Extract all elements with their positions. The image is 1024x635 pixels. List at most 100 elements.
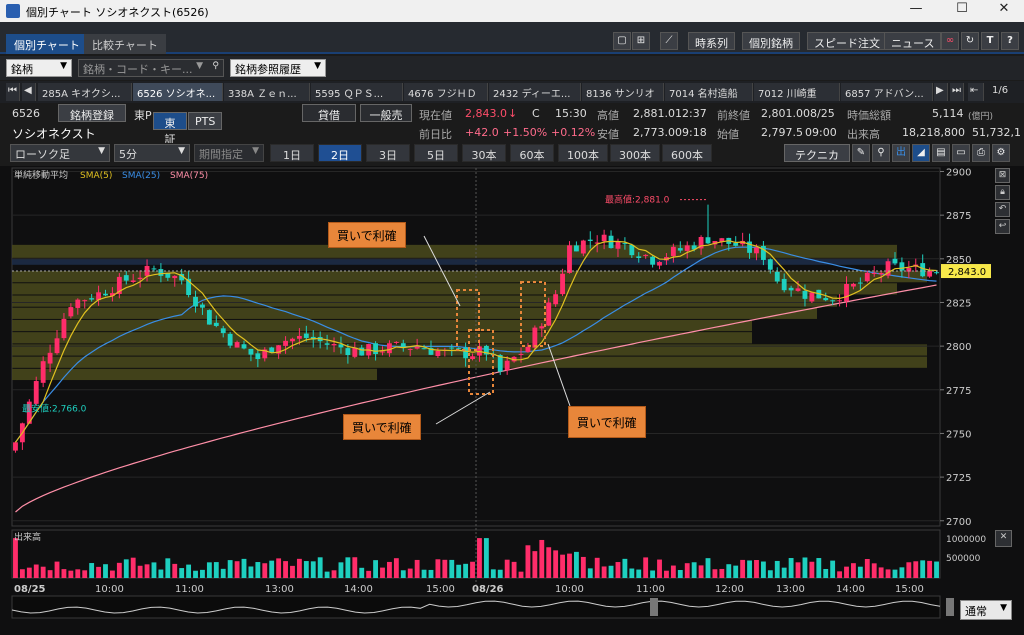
search-type-select[interactable]: 銘柄 ▼ [6, 59, 72, 77]
stock-tab[interactable]: 4676 フジＨＤ [404, 83, 488, 101]
period-button[interactable]: 3日 [366, 144, 410, 162]
volume-mode-select[interactable]: 通常 ▼ [960, 600, 1012, 620]
print-icon[interactable]: ⎙ [972, 144, 990, 162]
low-time: 09:18 [675, 126, 707, 139]
volume-bar [664, 570, 669, 578]
volume-close-icon[interactable]: ✕ [995, 530, 1012, 547]
stock-tab[interactable]: 7014 名村造船 [665, 83, 753, 101]
draw-line-icon[interactable]: ⟋ [660, 32, 678, 50]
help-icon[interactable]: ? [1001, 32, 1019, 50]
volume-bar [54, 561, 60, 578]
chart-close-icon[interactable]: ⊠ [995, 168, 1010, 183]
exchange-pts-button[interactable]: PTS [188, 112, 222, 130]
volume-tick-label: 1000000 [946, 535, 986, 545]
last-page-icon[interactable]: ⏭ [950, 83, 964, 101]
return-icon[interactable]: ↩ [995, 219, 1010, 234]
tab-individual-chart[interactable]: 個別チャート [6, 34, 88, 54]
grid-layout-icon[interactable]: ⊞ [632, 32, 650, 50]
candle-body [352, 347, 358, 357]
settings-icon[interactable]: ⚙ [992, 144, 1010, 162]
search-icon[interactable]: ⚲ [212, 61, 219, 71]
stock-tab[interactable]: 2432 ディーエ... [489, 83, 581, 101]
volume-value: 18,218,800 [902, 126, 965, 139]
stock-tab[interactable]: 8136 サンリオ [582, 83, 664, 101]
pen-icon[interactable]: ✎ [852, 144, 870, 162]
volume-toggle-icon[interactable]: 出 [892, 144, 910, 162]
period-button-active[interactable]: 2日 [318, 144, 362, 162]
volume-bar [435, 559, 441, 578]
period-button[interactable]: 600本 [662, 144, 712, 162]
volume-profile-band [12, 319, 752, 332]
text-icon[interactable]: T [981, 32, 999, 50]
period-button[interactable]: 30本 [462, 144, 506, 162]
candle-body [82, 300, 88, 302]
volume-bar [636, 569, 642, 578]
candle-body [96, 292, 101, 301]
volume-bar [276, 558, 282, 578]
timeseries-button[interactable]: 時系列 [688, 32, 735, 50]
stock-tab[interactable]: 285A キオクシ... [38, 83, 132, 101]
candle-body [407, 348, 413, 350]
period-button[interactable]: 60本 [510, 144, 554, 162]
folder-icon[interactable]: ▭ [952, 144, 970, 162]
zoom-icon[interactable]: ⚲ [872, 144, 890, 162]
stock-tab[interactable]: 338A Ｚｅｎ... [224, 83, 310, 101]
maximize-button[interactable]: ☐ [956, 1, 968, 16]
first-page-icon[interactable]: ⏮ [6, 83, 20, 101]
lock-icon[interactable]: 🔒︎ [995, 185, 1010, 200]
volume-bar [684, 563, 690, 578]
individual-stock-button[interactable]: 個別銘柄 [742, 32, 800, 50]
history-select[interactable]: 銘柄参照履歴 ▼ [230, 59, 326, 77]
candle-body [179, 273, 185, 281]
candle-body [470, 356, 475, 359]
stock-tab-active[interactable]: 6526 ソシオネ... [133, 83, 223, 101]
candle-body [165, 273, 171, 278]
volume-bar [871, 563, 877, 578]
chevron-down-icon: ▼ [60, 61, 67, 71]
period-range-select[interactable]: 期間指定 ▼ [194, 144, 264, 162]
search-input[interactable]: 銘柄・コード・キー... ▼ ⚲ [78, 59, 224, 77]
volume-bar [740, 559, 746, 578]
technical-button[interactable]: テクニカル [784, 144, 850, 178]
price-chart[interactable]: 2700 2725 2750 2775 2800 2825 2850 2875 2900 2,84… [0, 166, 1024, 635]
period-button[interactable]: 1日 [270, 144, 314, 162]
period-button[interactable]: 300本 [610, 144, 660, 162]
single-layout-icon[interactable]: ▢ [613, 32, 631, 50]
candle-body [885, 261, 891, 276]
volume-bar [733, 565, 739, 578]
speed-order-button[interactable]: スピード注文 [807, 32, 887, 50]
close-button[interactable]: ✕ [998, 1, 1010, 16]
undo-icon[interactable]: ↶ [995, 202, 1010, 217]
link-icon[interactable]: ∞ [941, 32, 959, 50]
volume-bar [116, 562, 122, 578]
back-arrow-icon[interactable]: ⇤ [968, 83, 984, 101]
news-button[interactable]: ニュース [884, 32, 942, 50]
area-chart-icon[interactable]: ◢ [912, 144, 930, 162]
legend-entry: SMA(75) [170, 171, 208, 181]
chart-type-select[interactable]: ローソク足 ▼ [10, 144, 110, 162]
candle-body [193, 296, 198, 307]
exchange-tse-button[interactable]: 東証 [153, 112, 187, 146]
stock-tab[interactable]: 6857 アドバン... [841, 83, 933, 101]
period-button[interactable]: 5日 [414, 144, 458, 162]
high-label: 高値 [597, 109, 619, 122]
volume-bar [442, 559, 448, 578]
stock-tab[interactable]: 7012 川崎重 [754, 83, 840, 101]
interval-select[interactable]: 5分 ▼ [114, 144, 190, 162]
refresh-icon[interactable]: ↻ [961, 32, 979, 50]
current-price-value: 2,843.0 [465, 107, 507, 120]
period-button[interactable]: 100本 [558, 144, 608, 162]
volume-bar [290, 565, 295, 578]
minimize-button[interactable]: — [909, 1, 923, 16]
chevron-down-icon: ▼ [196, 61, 203, 71]
x-tick-label: 10:00 [95, 584, 124, 595]
save-icon[interactable]: ▤ [932, 144, 950, 162]
volume-bar [206, 562, 212, 578]
chart-area[interactable]: 2700 2725 2750 2775 2800 2825 2850 2875 2900 2,84… [0, 166, 1024, 635]
volume-bar [497, 569, 503, 578]
next-page-icon[interactable]: ▶ [934, 83, 948, 101]
stock-tab[interactable]: 5595 ＱＰＳ... [311, 83, 403, 101]
register-stock-button[interactable]: 銘柄登録 [58, 104, 126, 122]
tab-compare-chart[interactable]: 比較チャート [84, 34, 166, 54]
prev-page-icon[interactable]: ◀ [22, 83, 36, 101]
